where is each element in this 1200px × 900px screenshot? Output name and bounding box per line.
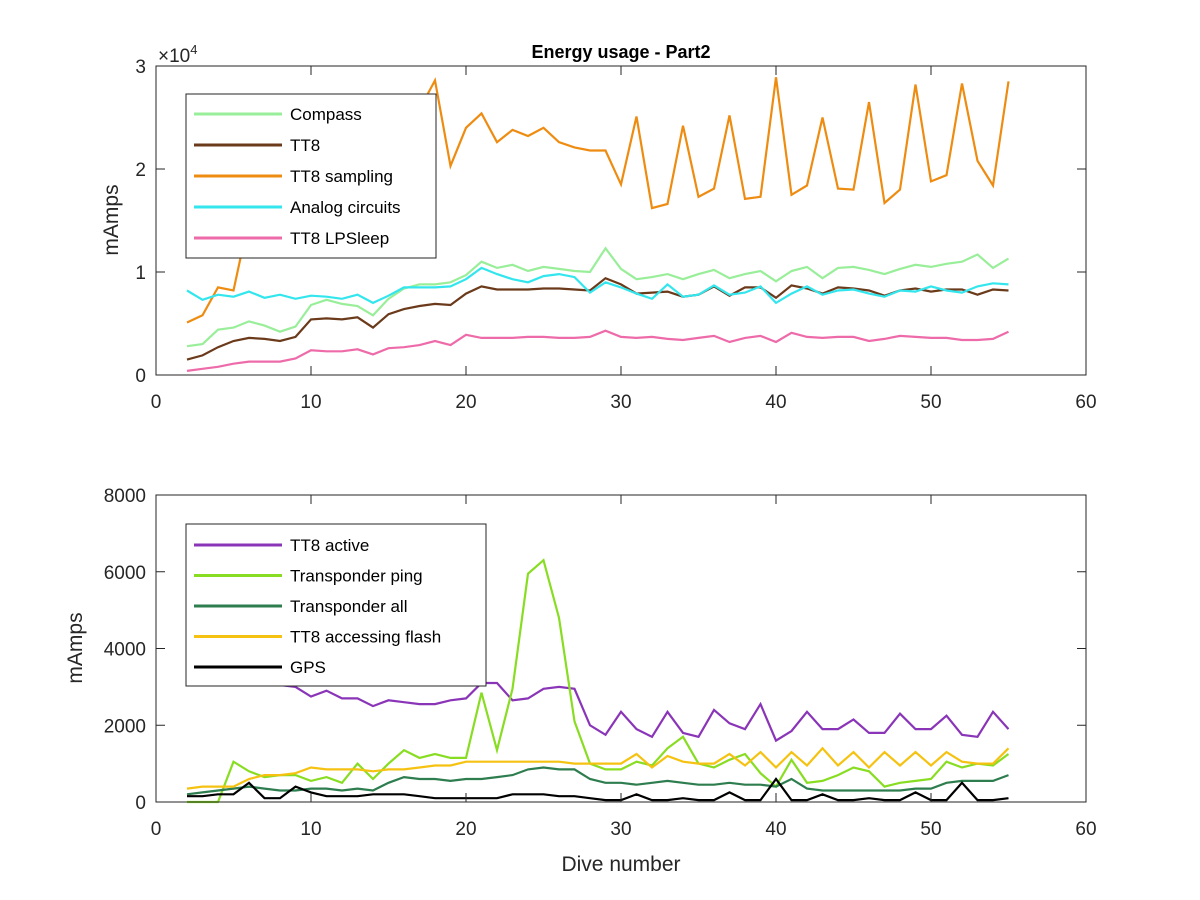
y-tick-label: 8000 bbox=[104, 486, 146, 507]
top-plot: 0 10 20 30 40 50 60 0 1 2 3 Energy usage - Part2 m… bbox=[100, 42, 1097, 413]
x-tick-label: 20 bbox=[455, 819, 476, 840]
bottom-plot-ticks: 0 10 20 30 40 50 60 0 2000 4000 6000 8000 bbox=[104, 486, 1097, 840]
x-tick-label: 10 bbox=[300, 392, 321, 413]
top-plot-exponent: ×104 bbox=[158, 42, 197, 67]
x-tick-label: 30 bbox=[610, 392, 631, 413]
bottom-plot-ylabel: mAmps bbox=[64, 612, 87, 683]
x-tick-label: 30 bbox=[610, 819, 631, 840]
bottom-plot-legend: TT8 active Transponder ping Transponder al… bbox=[185, 523, 487, 687]
x-tick-label: 0 bbox=[151, 392, 162, 413]
top-plot-title: Energy usage - Part2 bbox=[531, 42, 710, 62]
series-line-analog-circuits bbox=[186, 266, 1009, 305]
x-tick-label: 20 bbox=[455, 392, 476, 413]
legend-entry-tt8: TT8 bbox=[290, 136, 320, 155]
series-line-compass bbox=[186, 246, 1010, 348]
legend-entry-tt8-accessing-flash: TT8 accessing flash bbox=[290, 628, 441, 647]
y-tick-label: 2000 bbox=[104, 716, 146, 737]
y-tick-label: 0 bbox=[135, 366, 146, 387]
x-tick-label: 40 bbox=[765, 819, 786, 840]
exponent-power: 4 bbox=[190, 42, 197, 57]
exponent-base: ×10 bbox=[158, 46, 190, 67]
series-line-tt8-accessing-flash bbox=[186, 746, 1010, 790]
x-tick-label: 50 bbox=[920, 819, 941, 840]
bottom-plot-xlabel: Dive number bbox=[561, 853, 680, 876]
legend-entry-transponder-all: Transponder all bbox=[290, 597, 408, 616]
y-tick-label: 4000 bbox=[104, 640, 146, 661]
top-plot-legend: Compass TT8 TT8 sampling Analog circuits TT8… bbox=[185, 93, 437, 259]
x-tick-label: 10 bbox=[300, 819, 321, 840]
series-line-tt8-lpsleep bbox=[186, 329, 1009, 372]
legend-entry-tt8-active: TT8 active bbox=[290, 536, 369, 555]
series-line-gps bbox=[187, 777, 1009, 802]
legend-entry-tt8-lpsleep: TT8 LPSleep bbox=[290, 229, 389, 248]
y-tick-label: 6000 bbox=[104, 563, 146, 584]
y-tick-label: 2 bbox=[135, 160, 146, 181]
top-plot-ticks: 0 10 20 30 40 50 60 0 1 2 3 bbox=[135, 57, 1096, 413]
x-tick-label: 0 bbox=[151, 819, 162, 840]
series-line-tt8 bbox=[186, 276, 1009, 361]
x-tick-label: 60 bbox=[1075, 819, 1096, 840]
legend-entry-gps: GPS bbox=[290, 658, 326, 677]
series-line-tt8-active bbox=[186, 659, 1010, 743]
bottom-plot-lines bbox=[186, 558, 1010, 804]
bottom-plot: 0 10 20 30 40 50 60 0 2000 4000 6000 8000 Dive numb… bbox=[64, 486, 1097, 876]
y-tick-label: 1 bbox=[135, 263, 146, 284]
top-plot-ylabel: mAmps bbox=[100, 184, 123, 255]
x-tick-label: 40 bbox=[765, 392, 786, 413]
legend-entry-compass: Compass bbox=[290, 105, 362, 124]
legend-entry-transponder-ping: Transponder ping bbox=[290, 567, 423, 586]
series-line-transponder-ping bbox=[187, 558, 1010, 804]
legend-entry-analog-circuits: Analog circuits bbox=[290, 198, 401, 217]
y-tick-label: 3 bbox=[135, 57, 146, 78]
y-tick-label: 0 bbox=[135, 793, 146, 814]
x-tick-label: 50 bbox=[920, 392, 941, 413]
legend-entry-tt8-sampling: TT8 sampling bbox=[290, 167, 393, 186]
x-tick-label: 60 bbox=[1075, 392, 1096, 413]
series-line-transponder-all bbox=[186, 766, 1009, 796]
